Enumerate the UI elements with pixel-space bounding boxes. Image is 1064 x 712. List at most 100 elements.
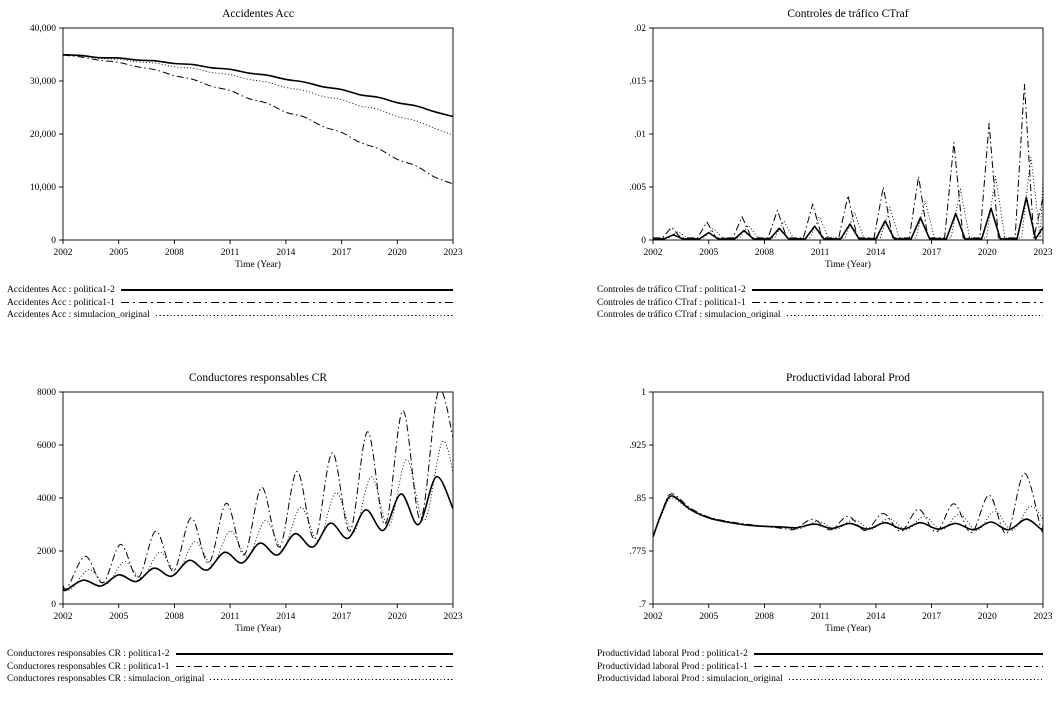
legend-label: Controles de tráfico CTraf : simulacion_… (597, 310, 781, 320)
chart-legend: Accidentes Acc : politica1-2 Accidentes A… (7, 284, 453, 322)
x-axis-label: Time (Year) (235, 259, 281, 270)
x-tick-label: 2002 (54, 612, 73, 622)
x-tick-label: 2011 (811, 248, 830, 258)
series-politica1-1 (653, 472, 1043, 538)
x-tick-label: 2020 (388, 248, 407, 258)
chart-plot: 8000 6000 4000 2000 0 2002 2005 2008 2011 2014 201… (37, 388, 463, 634)
x-tick-label: 2011 (221, 248, 240, 258)
legend-entry-simulacion_original: Accidentes Acc : simulacion_original (7, 309, 453, 322)
y-tick-label: 2000 (37, 547, 56, 557)
y-tick-label: .015 (629, 77, 646, 87)
x-tick-label: 2017 (922, 612, 941, 622)
x-tick-label: 2008 (165, 612, 184, 622)
y-tick-label: .775 (629, 547, 646, 557)
x-axis-label: Time (Year) (825, 259, 871, 270)
x-tick-label: 2023 (444, 612, 463, 622)
x-tick-label: 2017 (332, 248, 351, 258)
y-tick-label: 4000 (37, 494, 56, 504)
chart-plot: .02 .015 .01 .005 0 2002 2005 2008 2011 2014 2017 2… (629, 24, 1053, 270)
y-tick-label: 1 (641, 388, 646, 398)
legend-label: Controles de tráfico CTraf : politica1-2 (597, 285, 746, 295)
legend-label: Productividad laboral Prod : politica1-2 (597, 649, 748, 659)
cell-bottom-right: Productividad laboral Prod 1 .925 .85 .775.… (532, 356, 1064, 712)
legend-label: Conductores responsables CR : politica1-… (7, 661, 170, 672)
legend-entry-politica1-1: Controles de tráfico CTraf : politica1-1 (597, 297, 1043, 310)
x-tick-label: 2002 (54, 248, 73, 258)
legend-label: Conductores responsables CR : politica1-… (7, 649, 170, 659)
legend-line-sample-dotted (155, 314, 453, 316)
x-tick-label: 2014 (866, 612, 885, 622)
cell-top-left: Accidentes Acc 40,000 30,000 20,000 10,000 0… (0, 0, 532, 356)
legend-entry-politica1-1: Conductores responsables CR : politica1-… (7, 661, 453, 674)
x-tick-label: 2011 (221, 612, 240, 622)
x-axis-label: Time (Year) (235, 623, 281, 634)
x-tick-label: 2008 (165, 248, 184, 258)
legend-line-sample-dashdot (751, 302, 1043, 304)
y-tick-label: 10,000 (30, 183, 56, 193)
legend-line-sample-solid (120, 289, 453, 292)
cell-top-right: Controles de tráfico CTraf .02 .015 .01 .00… (532, 0, 1064, 356)
chart-legend: Controles de tráfico CTraf : politica1-2… (597, 284, 1043, 322)
y-tick-label: 40,000 (30, 24, 56, 34)
x-tick-label: 2023 (1034, 612, 1053, 622)
legend-line-sample-solid (175, 653, 453, 656)
x-tick-label: 2014 (866, 248, 885, 258)
y-tick-label: 30,000 (30, 77, 56, 87)
x-tick-label: 2014 (276, 248, 295, 258)
x-tick-label: 2005 (109, 248, 128, 258)
chart-title: Accidentes Acc (222, 8, 294, 20)
x-tick-label: 2014 (276, 612, 295, 622)
legend-line-sample-dotted (786, 314, 1043, 316)
y-tick-label: .7 (639, 600, 646, 610)
y-tick-label: 0 (51, 600, 56, 610)
y-tick-label: .005 (629, 183, 646, 193)
chart-legend: Conductores responsables CR : politica1-… (7, 648, 453, 686)
legend-line-sample-dotted (788, 678, 1043, 680)
series-politica1-2 (653, 495, 1043, 538)
y-tick-label: 0 (641, 236, 646, 246)
y-tick-label: 20,000 (30, 130, 56, 140)
legend-line-sample-solid (753, 653, 1043, 656)
chart-productividad-laboral-prod: Productividad laboral Prod 1 .925 .85 .775.… (597, 370, 1057, 686)
legend-entry-politica1-2: Productividad laboral Prod : politica1-2 (597, 648, 1043, 661)
x-tick-label: 2011 (811, 612, 830, 622)
chart-legend: Productividad laboral Prod : politica1-2… (597, 648, 1043, 686)
y-tick-label: 8000 (37, 388, 56, 398)
legend-entry-simulacion_original: Conductores responsables CR : simulacion… (7, 673, 453, 686)
legend-entry-politica1-2: Conductores responsables CR : politica1-… (7, 648, 453, 661)
y-tick-label: .01 (634, 130, 646, 140)
y-tick-label: .02 (634, 24, 646, 34)
x-tick-label: 2017 (332, 612, 351, 622)
x-tick-label: 2005 (699, 248, 718, 258)
x-tick-label: 2005 (109, 612, 128, 622)
series-politica1-2 (63, 54, 453, 118)
x-tick-label: 2023 (1034, 248, 1053, 258)
legend-label: Accidentes Acc : politica1-2 (7, 285, 115, 295)
y-tick-label: .925 (629, 441, 646, 451)
x-tick-label: 2002 (644, 612, 663, 622)
legend-entry-politica1-2: Accidentes Acc : politica1-2 (7, 284, 453, 297)
series-simulacion_original (63, 54, 453, 136)
legend-entry-politica1-2: Controles de tráfico CTraf : politica1-2 (597, 284, 1043, 297)
chart-plot: 1 .925 .85 .775 .7 2002 2005 2008 2011 2014 2017 20… (629, 388, 1053, 634)
legend-line-sample-dotted (210, 678, 453, 680)
legend-entry-politica1-1: Productividad laboral Prod : politica1-1 (597, 661, 1043, 674)
y-tick-label: 6000 (37, 441, 56, 451)
series-simulacion_original (653, 156, 1043, 239)
x-tick-label: 2005 (699, 612, 718, 622)
x-tick-label: 2020 (388, 612, 407, 622)
chart-accidentes-acc: Accidentes Acc 40,000 30,000 20,000 10,000 0… (7, 6, 467, 322)
series-simulacion_original (63, 440, 453, 591)
chart-title: Conductores responsables CR (189, 372, 327, 384)
chart-title: Productividad laboral Prod (786, 372, 910, 384)
legend-label: Productividad laboral Prod : politica1-1 (597, 661, 748, 672)
chart-plot: 40,000 30,000 20,000 10,000 0 2002 2005 2008 201… (30, 24, 463, 270)
legend-entry-simulacion_original: Productividad laboral Prod : simulacion_… (597, 673, 1043, 686)
series-politica1-2 (653, 196, 1043, 240)
legend-line-sample-dashdot (753, 666, 1043, 668)
x-tick-label: 2008 (755, 612, 774, 622)
legend-entry-politica1-1: Accidentes Acc : politica1-1 (7, 297, 453, 310)
y-tick-label: .85 (634, 494, 646, 504)
series-politica1-2 (63, 476, 453, 592)
